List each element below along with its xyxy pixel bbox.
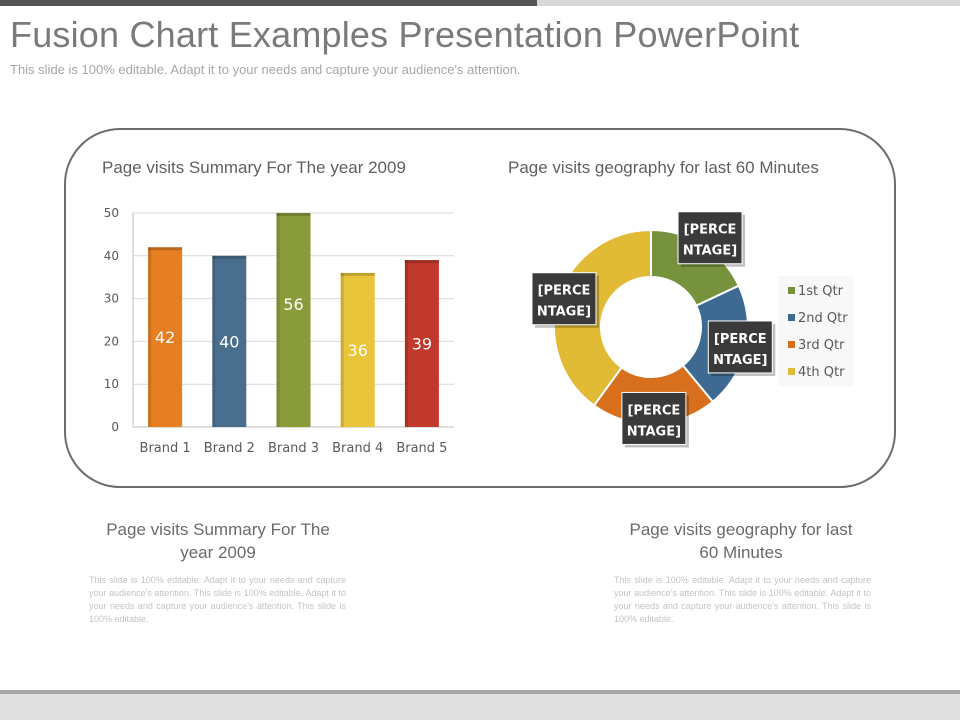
legend-swatch: [788, 287, 795, 294]
donut-data-label: [531, 272, 597, 326]
donut-chart-title: Page visits geography for last 60 Minute…: [508, 158, 819, 177]
left-caption-title: Page visits Summary For The year 2009: [106, 520, 330, 562]
bar-top-edge: [404, 260, 439, 264]
y-tick-label: 30: [104, 292, 119, 306]
top-accent-bar: [0, 0, 537, 6]
bar-data-label: 40: [219, 332, 239, 351]
y-tick-label: 20: [104, 334, 119, 348]
slide-subtitle: This slide is 100% editable. Adapt it to…: [10, 62, 521, 77]
bar-shade: [276, 213, 280, 427]
x-tick-label: Brand 3: [268, 441, 319, 456]
donut-legend: [778, 276, 853, 386]
slide-title: Fusion Chart Examples Presentation Power…: [10, 14, 800, 55]
bar-top-edge: [212, 255, 247, 259]
legend-entry: 2nd Qtr: [798, 311, 848, 326]
y-tick-label: 50: [104, 206, 119, 220]
bar-chart-title: Page visits Summary For The year 2009: [102, 158, 406, 177]
bar: [340, 272, 375, 427]
bar-data-label: 56: [283, 295, 303, 314]
legend-entry: 4th Qtr: [798, 365, 845, 380]
bar-top-edge: [340, 272, 375, 276]
legend-swatch: [788, 314, 795, 321]
bar: [212, 255, 247, 427]
bar-shade: [212, 255, 216, 427]
donut-data-label: [677, 211, 743, 265]
donut-data-label: [707, 320, 773, 374]
x-tick-label: Brand 4: [332, 441, 383, 456]
bar-top-edge: [148, 247, 183, 251]
donut-data-label-line: [PERCE: [714, 332, 767, 347]
left-caption-text: This slide is 100% editable. Adapt it to…: [89, 575, 346, 624]
legend-entry: 1st Qtr: [798, 284, 844, 299]
y-tick-label: 10: [104, 377, 119, 391]
bar-data-label: 36: [348, 341, 368, 360]
bottom-footer-bar: [0, 690, 960, 720]
bar-shade: [404, 260, 408, 427]
y-tick-label: 0: [111, 420, 119, 434]
bar: [404, 260, 439, 427]
bar: [276, 213, 311, 427]
x-tick-label: Brand 5: [396, 441, 447, 456]
donut-data-label-line: NTAGE]: [713, 353, 767, 368]
right-caption-title: Page visits geography for last 60 Minute…: [629, 520, 853, 562]
legend-swatch: [788, 368, 795, 375]
donut-data-label-line: NTAGE]: [627, 424, 681, 439]
x-tick-label: Brand 1: [140, 441, 191, 456]
legend-swatch: [788, 341, 795, 348]
bar-data-label: 39: [412, 335, 432, 354]
bar: [148, 247, 183, 427]
bar-shade: [148, 247, 152, 427]
donut-data-label-line: [PERCE: [627, 403, 680, 418]
donut-data-label-line: [PERCE: [538, 284, 591, 299]
bar-data-label: 42: [155, 328, 175, 347]
donut-data-label-line: [PERCE: [684, 223, 737, 238]
legend-entry: 3rd Qtr: [798, 338, 845, 353]
y-tick-label: 40: [104, 249, 119, 263]
right-caption-text: This slide is 100% editable. Adapt it to…: [614, 575, 871, 624]
donut-data-label: [621, 391, 687, 445]
donut-data-label-line: NTAGE]: [683, 244, 737, 259]
bar-top-edge: [276, 213, 311, 216]
x-tick-label: Brand 2: [204, 441, 255, 456]
donut-data-label-line: NTAGE]: [537, 305, 591, 320]
top-accent-bar-light: [537, 0, 960, 6]
bar-shade: [340, 272, 344, 427]
charts-panel: [64, 128, 896, 488]
